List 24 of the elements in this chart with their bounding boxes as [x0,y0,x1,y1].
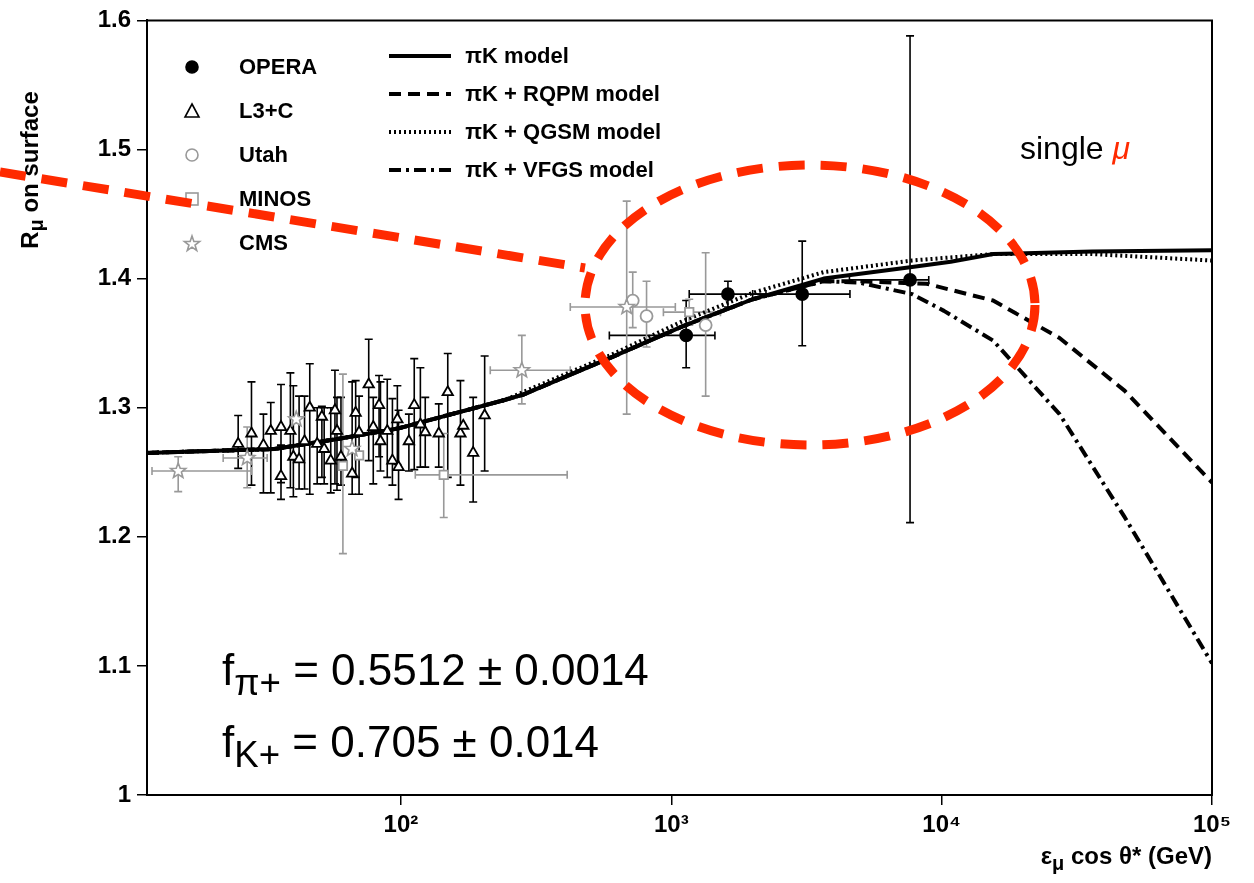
legend-label: Utah [239,142,288,168]
y-tick-label: 1.5 [97,134,131,162]
y-tick-label: 1.6 [97,5,131,33]
y-tick-label: 1.1 [97,650,131,678]
x-tick-label: 10² [383,810,419,838]
x-tick-label: 10⁵ [1193,810,1231,838]
legend-label: πK + VFGS model [465,157,654,183]
legend-label: OPERA [239,54,318,80]
legend-label: πK + QGSM model [465,119,662,145]
legend-label: πK + RQPM model [465,81,660,107]
y-tick-label: 1.4 [97,263,132,291]
x-axis-title: ε$_{μ}$ cos θ* (GeV) [1040,842,1212,875]
legend-label: CMS [239,230,288,256]
annotation: f$_{K+}$ = 0.705 ± 0.014 [222,717,600,776]
y-tick-label: 1.2 [97,521,131,549]
annotation: single μ [1020,130,1131,166]
y-tick-label: 1.3 [97,392,131,420]
y-tick-label: 1 [117,779,131,807]
x-tick-label: 10⁴ [922,810,961,838]
annotation: f$_{π+}$ = 0.5512 ± 0.0014 [222,645,649,704]
x-tick-label: 10³ [653,810,689,838]
legend-label: L3+C [239,98,294,124]
legend-label: MINOS [239,186,312,212]
legend-label: πK model [465,43,569,69]
